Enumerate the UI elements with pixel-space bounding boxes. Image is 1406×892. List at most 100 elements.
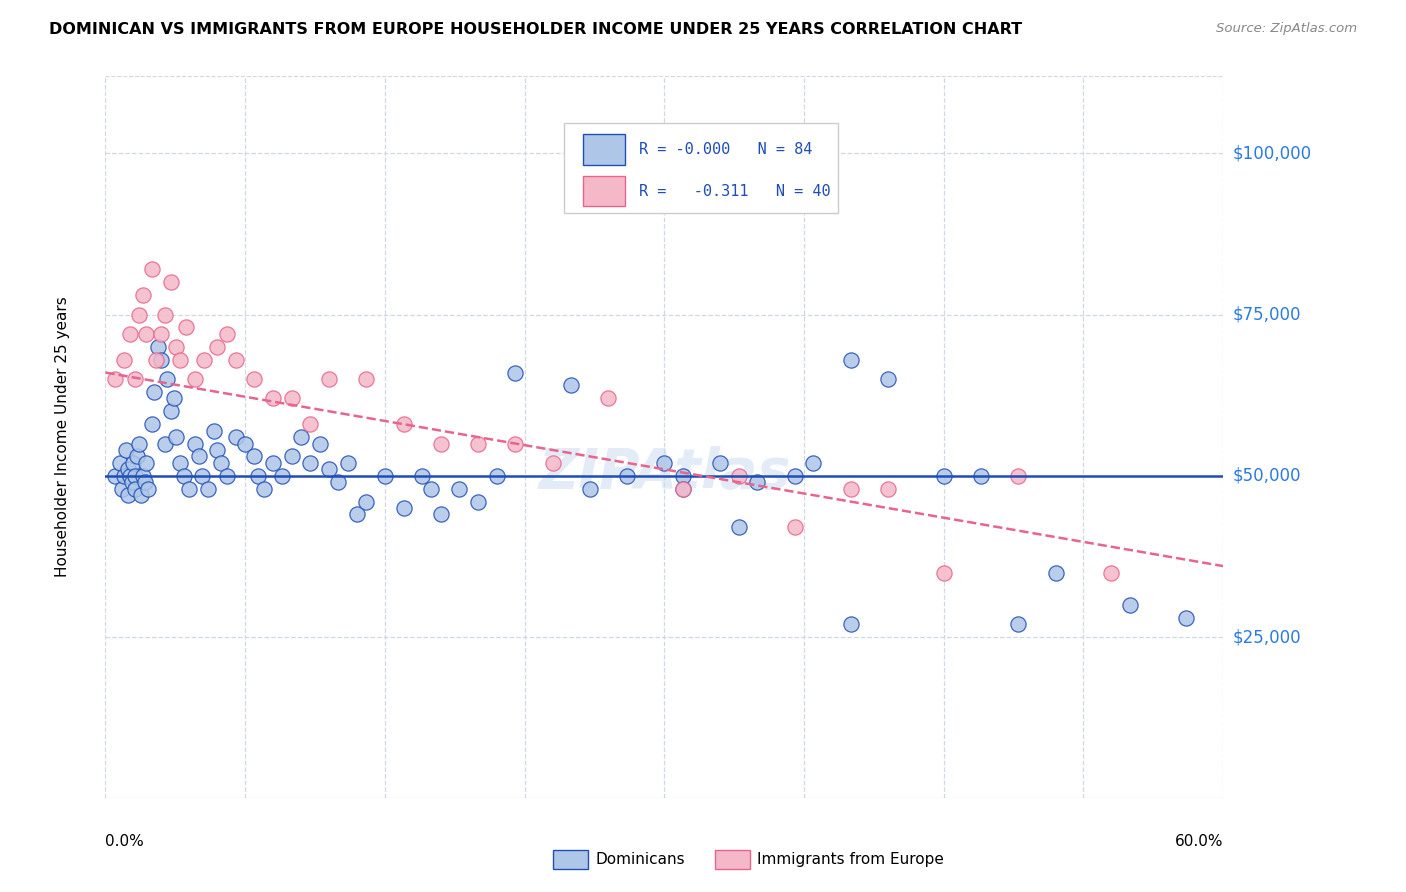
Point [392, 417, 415, 432]
Point [117, 488, 139, 502]
Point [118, 326, 141, 341]
Point [354, 372, 377, 386]
Point [225, 430, 247, 444]
Text: DOMINICAN VS IMMIGRANTS FROM EUROPE HOUSEHOLDER INCOME UNDER 25 YEARS CORRELATIO: DOMINICAN VS IMMIGRANTS FROM EUROPE HOUS… [49, 22, 1022, 37]
Point [932, 566, 955, 580]
Point [346, 508, 368, 522]
Point [132, 288, 155, 302]
Point [262, 456, 284, 470]
Point [354, 494, 377, 508]
Point [747, 475, 769, 490]
Point [165, 340, 187, 354]
Point [672, 468, 695, 483]
Point [281, 450, 304, 464]
Point [560, 378, 582, 392]
Point [215, 326, 238, 341]
Point [281, 392, 304, 406]
Point [839, 352, 862, 367]
Text: R =   -0.311   N = 40: R = -0.311 N = 40 [638, 184, 831, 199]
Point [430, 508, 453, 522]
Point [225, 352, 247, 367]
Point [127, 450, 149, 464]
Point [503, 436, 526, 450]
Point [932, 468, 955, 483]
Point [970, 468, 993, 483]
Point [128, 436, 150, 450]
Point [209, 456, 232, 470]
Point [142, 384, 165, 399]
Point [579, 482, 602, 496]
Point [392, 501, 415, 516]
Point [124, 482, 146, 496]
Point [121, 475, 143, 490]
Point [616, 468, 638, 483]
Point [165, 430, 187, 444]
Bar [582, 135, 626, 165]
Point [430, 436, 453, 450]
Point [159, 275, 181, 289]
Text: ZIPAtlas: ZIPAtlas [538, 446, 790, 500]
Point [328, 475, 350, 490]
Point [146, 340, 169, 354]
Text: $100,000: $100,000 [1232, 145, 1312, 162]
Point [173, 468, 195, 483]
Point [449, 482, 471, 496]
Point [150, 326, 173, 341]
Point [110, 456, 132, 470]
Point [728, 520, 751, 534]
Text: Source: ZipAtlas.com: Source: ZipAtlas.com [1216, 22, 1357, 36]
Point [128, 308, 150, 322]
Point [1045, 566, 1067, 580]
Point [485, 468, 508, 483]
Point [290, 430, 312, 444]
Point [374, 468, 396, 483]
Point [1007, 617, 1029, 632]
Point [299, 417, 322, 432]
Bar [714, 850, 751, 869]
Point [652, 456, 676, 470]
Point [112, 468, 135, 483]
Point [783, 468, 806, 483]
Point [233, 436, 256, 450]
Point [118, 468, 141, 483]
Point [184, 372, 207, 386]
Point [104, 468, 127, 483]
Point [135, 456, 157, 470]
Point [135, 326, 157, 341]
Point [839, 482, 862, 496]
Point [467, 494, 489, 508]
Point [1007, 468, 1029, 483]
Text: Dominicans: Dominicans [595, 852, 685, 867]
Point [783, 520, 806, 534]
Point [104, 372, 127, 386]
Point [598, 392, 620, 406]
Point [191, 468, 214, 483]
Point [136, 482, 159, 496]
Point [153, 436, 176, 450]
Point [299, 456, 322, 470]
Point [420, 482, 443, 496]
Bar [553, 850, 588, 869]
Point [411, 468, 433, 483]
Point [117, 462, 139, 476]
Point [243, 450, 266, 464]
Point [169, 352, 191, 367]
Point [541, 456, 564, 470]
Text: 0.0%: 0.0% [105, 834, 145, 849]
Point [197, 482, 219, 496]
Text: $50,000: $50,000 [1232, 467, 1301, 484]
Point [112, 352, 135, 367]
Point [115, 442, 138, 457]
Point [709, 456, 731, 470]
Point [318, 372, 340, 386]
Point [672, 482, 695, 496]
Point [132, 468, 155, 483]
Point [174, 320, 197, 334]
Text: Householder Income Under 25 years: Householder Income Under 25 years [55, 297, 70, 577]
Point [179, 482, 201, 496]
Point [163, 392, 186, 406]
Point [193, 352, 215, 367]
Point [467, 436, 489, 450]
Point [205, 340, 228, 354]
Text: R = -0.000   N = 84: R = -0.000 N = 84 [638, 142, 813, 157]
